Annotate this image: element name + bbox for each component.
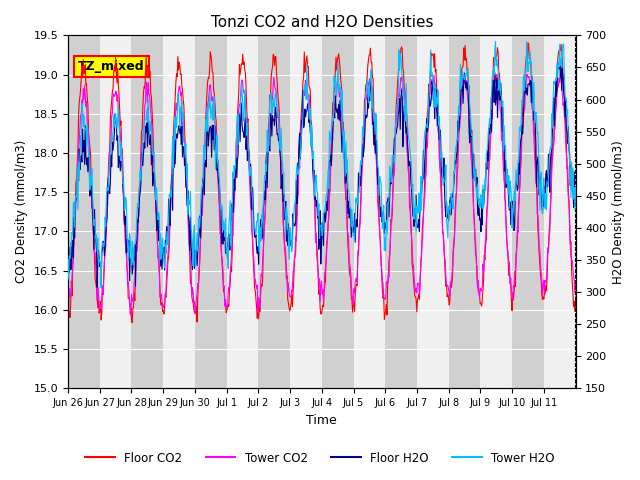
Bar (417, 36, 449, 388)
Bar (259, 36, 290, 388)
Bar (385, 36, 417, 388)
Y-axis label: H2O Density (mmol/m3): H2O Density (mmol/m3) (612, 140, 625, 284)
Bar (195, 36, 227, 388)
Bar (68, 36, 100, 388)
Y-axis label: CO2 Density (mmol/m3): CO2 Density (mmol/m3) (15, 140, 28, 284)
Bar (481, 36, 512, 388)
Bar (227, 36, 259, 388)
Bar (353, 36, 385, 388)
Title: Tonzi CO2 and H2O Densities: Tonzi CO2 and H2O Densities (211, 15, 433, 30)
Bar (131, 36, 163, 388)
Bar (322, 36, 353, 388)
X-axis label: Time: Time (307, 414, 337, 427)
Legend: Floor CO2, Tower CO2, Floor H2O, Tower H2O: Floor CO2, Tower CO2, Floor H2O, Tower H… (81, 447, 559, 469)
Bar (544, 36, 575, 388)
Text: TZ_mixed: TZ_mixed (78, 60, 145, 73)
Bar (100, 36, 131, 388)
Bar (575, 36, 607, 388)
Bar (449, 36, 481, 388)
Bar (163, 36, 195, 388)
Bar (512, 36, 544, 388)
Bar (290, 36, 322, 388)
